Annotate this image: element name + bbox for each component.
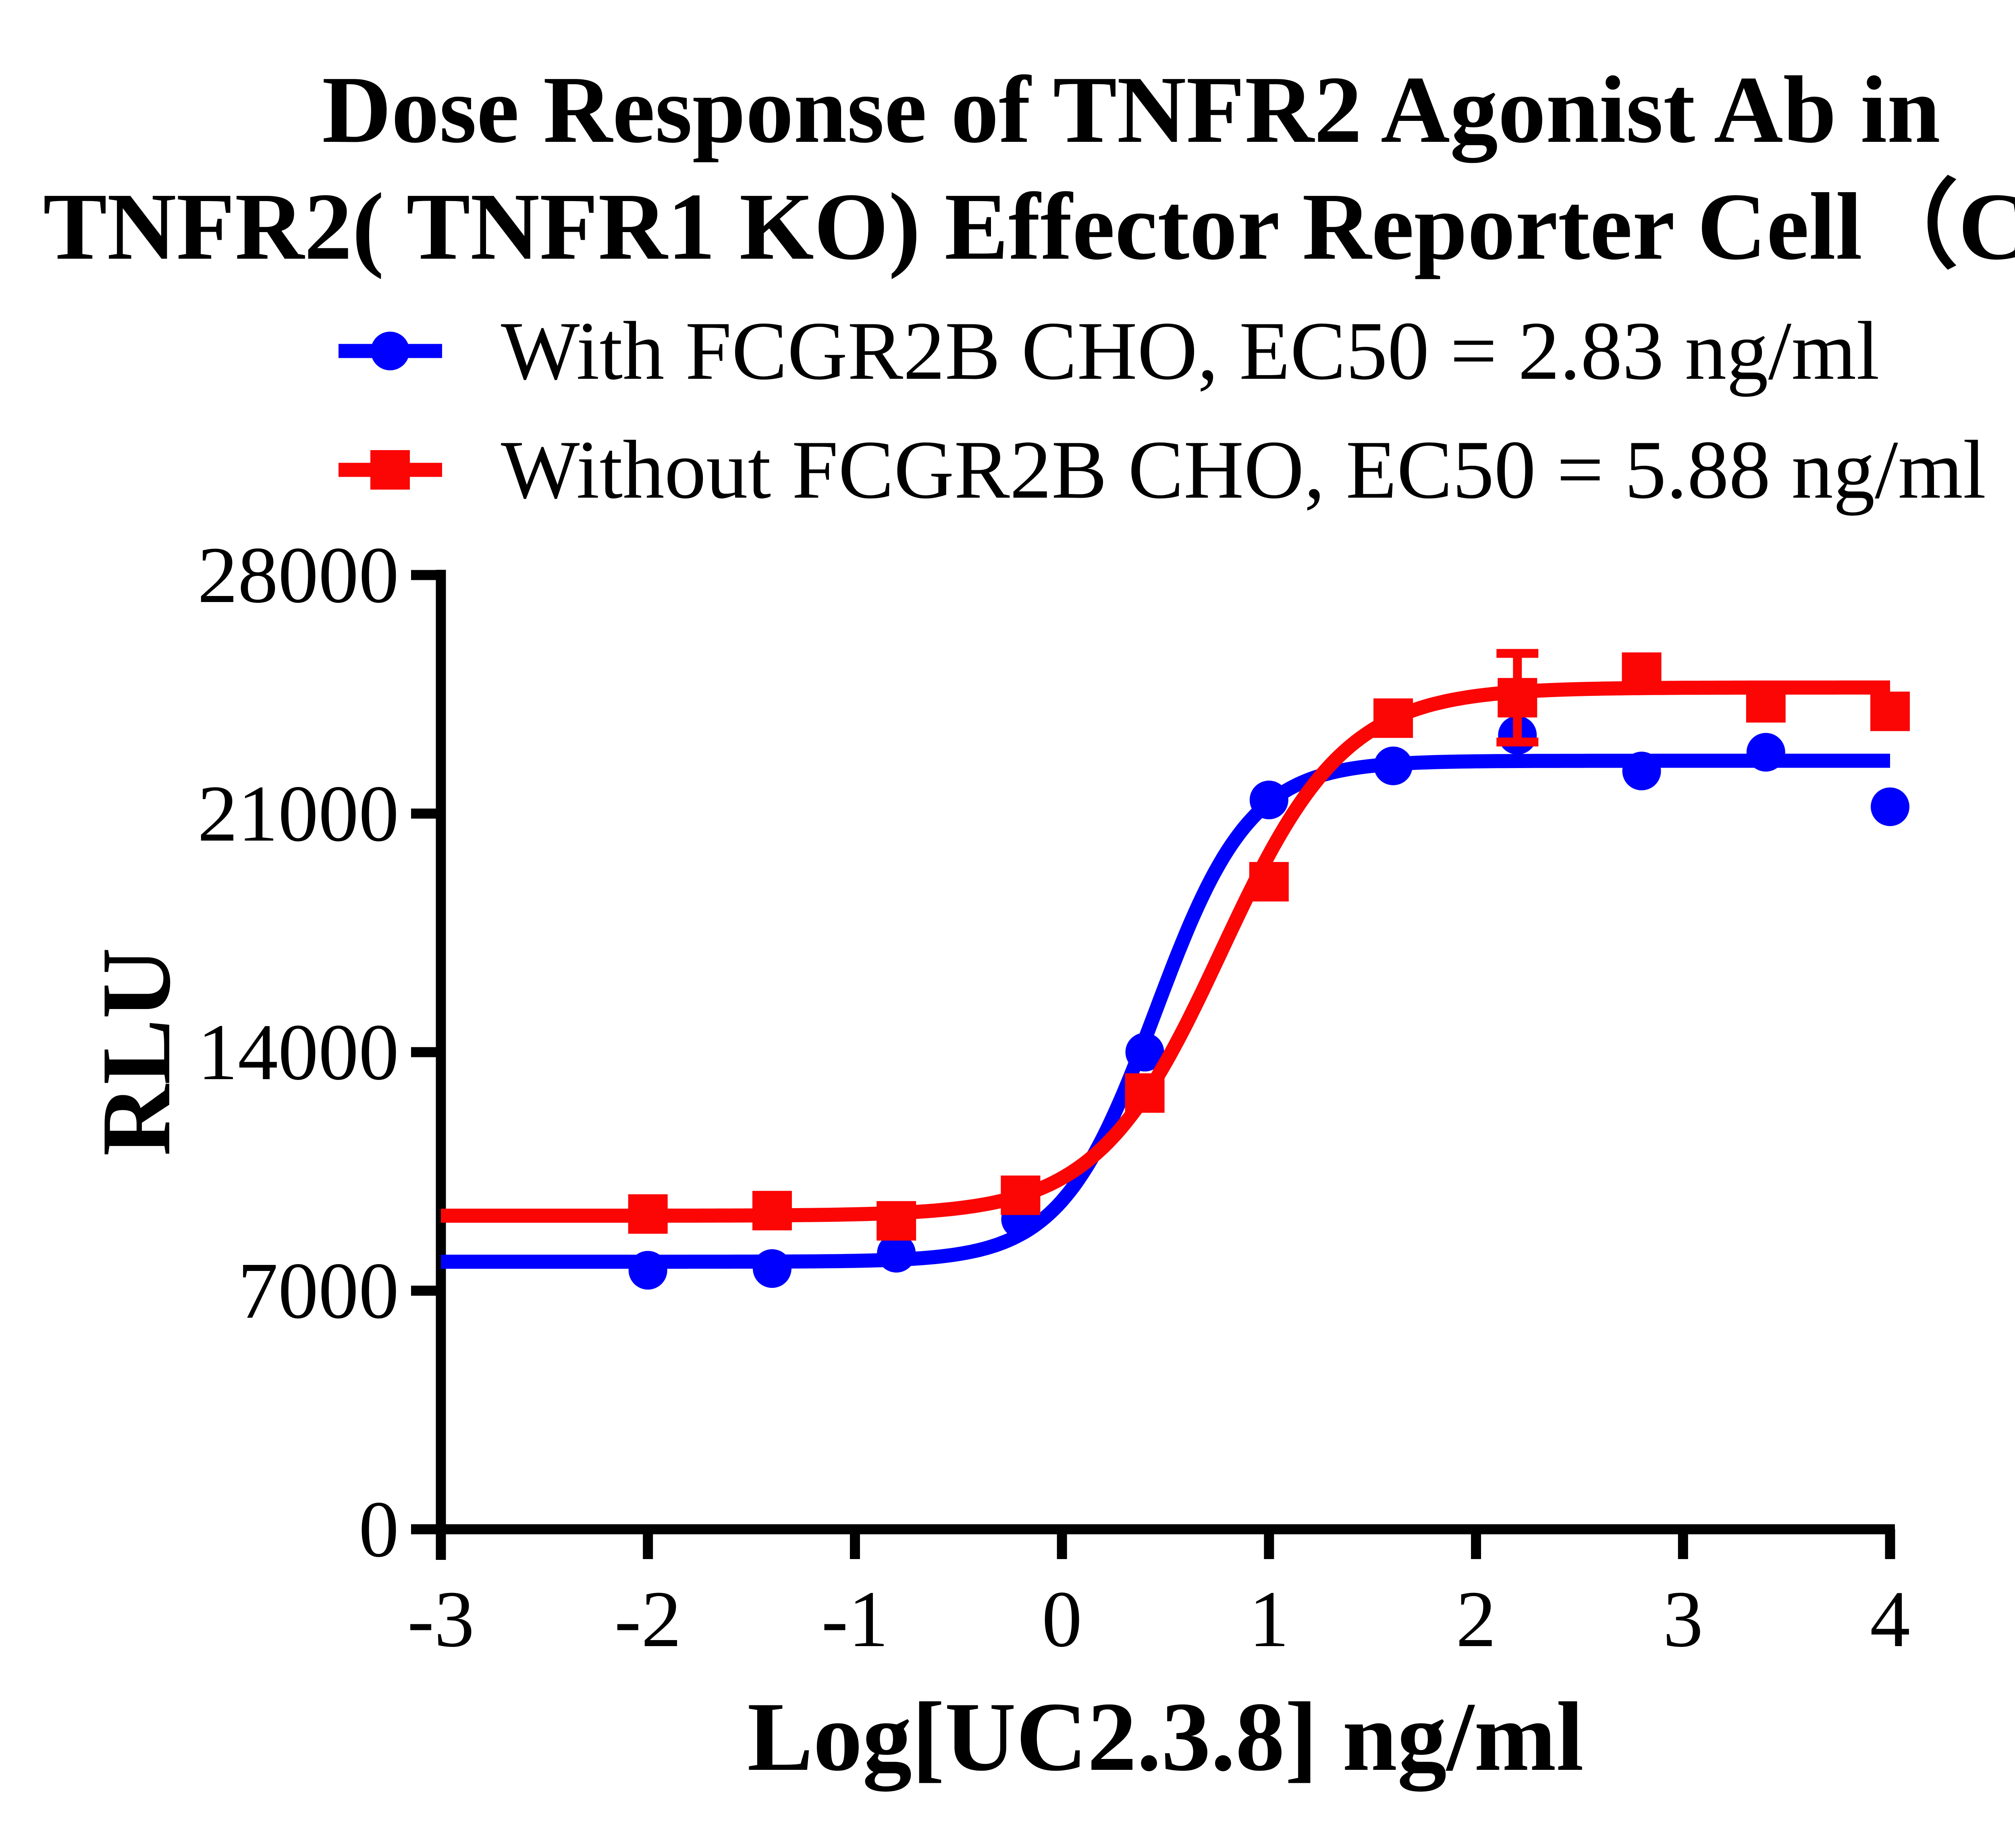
y-tick-label: 21000 [197,769,399,858]
x-tick-label: 1 [1249,1575,1289,1664]
data-point-square [1001,1175,1041,1215]
data-point-circle [752,1249,791,1288]
data-point-square [877,1201,916,1241]
x-tick-label: -3 [407,1575,475,1664]
x-axis-title: Log[UC2.3.8] ng/ml [747,1682,1584,1792]
data-point-square [1498,678,1537,718]
data-point-circle [1249,781,1288,820]
x-tick-label: 3 [1663,1575,1703,1664]
x-tick-label: -1 [821,1575,889,1664]
data-point-circle [1374,746,1413,785]
x-tick-label: 0 [1042,1575,1082,1664]
y-tick-label: 14000 [197,1008,399,1097]
chart-title: Dose Response of TNFR2 Agonist Ab in TNF… [0,52,2015,286]
data-point-circle [1125,1033,1164,1071]
legend-item-with-fcgr2b: With FCGR2B CHO, EC50 = 2.83 ng/ml [339,291,1986,410]
data-point-circle [628,1251,667,1290]
legend-square-marker-icon [339,450,442,490]
data-point-square [1249,862,1289,902]
x-tick-label: -2 [614,1575,681,1664]
legend-label-without-fcgr2b: Without FCGR2B CHO, EC50 = 5.88 ng/ml [501,423,1986,516]
data-point-square [1373,698,1413,738]
legend-marker-circle [371,331,409,370]
chart-title-line2: TNFR2( TNFR1 KO) Effector Reporter Cell（… [43,174,2015,280]
x-tick-label: 2 [1456,1575,1496,1664]
data-point-circle [1871,787,1909,826]
data-point-square [752,1191,792,1231]
data-point-square [1746,683,1786,723]
data-point-circle [877,1233,916,1273]
data-point-circle [1622,752,1661,791]
fit-curve [441,754,1890,1269]
data-point-square [1870,691,1910,731]
data-point-square [1125,1073,1165,1113]
data-point-circle [1746,733,1785,772]
legend-label-with-fcgr2b: With FCGR2B CHO, EC50 = 2.83 ng/ml [501,304,1880,397]
legend-marker-square [370,450,410,490]
data-point-square [1622,652,1662,692]
legend: With FCGR2B CHO, EC50 = 2.83 ng/ml Witho… [339,291,1986,529]
y-tick-label: 7000 [238,1246,399,1335]
legend-item-without-fcgr2b: Without FCGR2B CHO, EC50 = 5.88 ng/ml [339,410,1986,529]
legend-circle-marker-icon [339,331,442,370]
y-tick-label: 28000 [197,531,399,620]
chart-title-line1: Dose Response of TNFR2 Agonist Ab in [322,57,1940,163]
data-point-square [628,1194,668,1234]
y-axis-title: RLU [81,947,191,1156]
y-tick-label: 0 [359,1485,399,1574]
x-tick-label: 4 [1870,1575,1910,1664]
